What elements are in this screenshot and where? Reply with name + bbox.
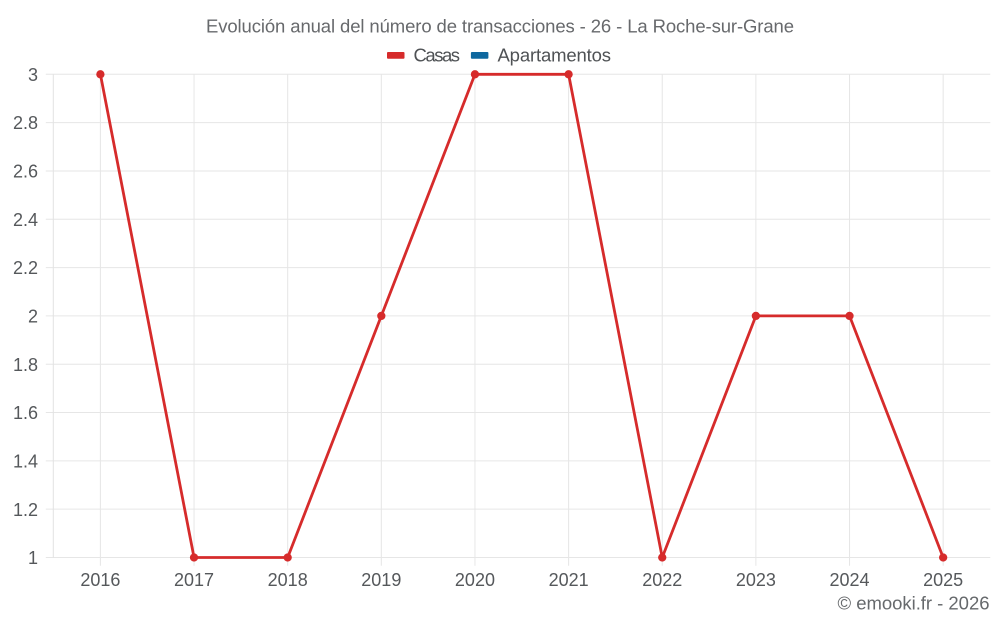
svg-text:2023: 2023 (736, 570, 776, 590)
svg-text:2.8: 2.8 (13, 113, 38, 133)
svg-text:2022: 2022 (642, 570, 682, 590)
svg-text:Apartamentos: Apartamentos (498, 45, 612, 66)
svg-text:2: 2 (28, 307, 38, 327)
svg-text:© emooki.fr - 2026: © emooki.fr - 2026 (838, 593, 990, 614)
svg-text:2021: 2021 (549, 570, 589, 590)
svg-text:2019: 2019 (361, 570, 401, 590)
svg-text:2024: 2024 (829, 570, 869, 590)
svg-text:2025: 2025 (923, 570, 963, 590)
svg-text:1: 1 (28, 548, 38, 568)
svg-text:1.4: 1.4 (13, 451, 38, 471)
svg-text:1.6: 1.6 (13, 403, 38, 423)
svg-text:2.4: 2.4 (13, 210, 38, 230)
svg-text:1.2: 1.2 (13, 500, 38, 520)
svg-text:Casas: Casas (414, 45, 461, 66)
svg-text:2016: 2016 (80, 570, 120, 590)
svg-text:1.8: 1.8 (13, 355, 38, 375)
svg-text:Evolución anual del número de: Evolución anual del número de transaccio… (206, 15, 794, 36)
svg-text:2.2: 2.2 (13, 258, 38, 278)
svg-text:3: 3 (28, 65, 38, 85)
svg-text:2018: 2018 (268, 570, 308, 590)
svg-text:2.6: 2.6 (13, 162, 38, 182)
svg-text:2020: 2020 (455, 570, 495, 590)
svg-text:2017: 2017 (174, 570, 214, 590)
